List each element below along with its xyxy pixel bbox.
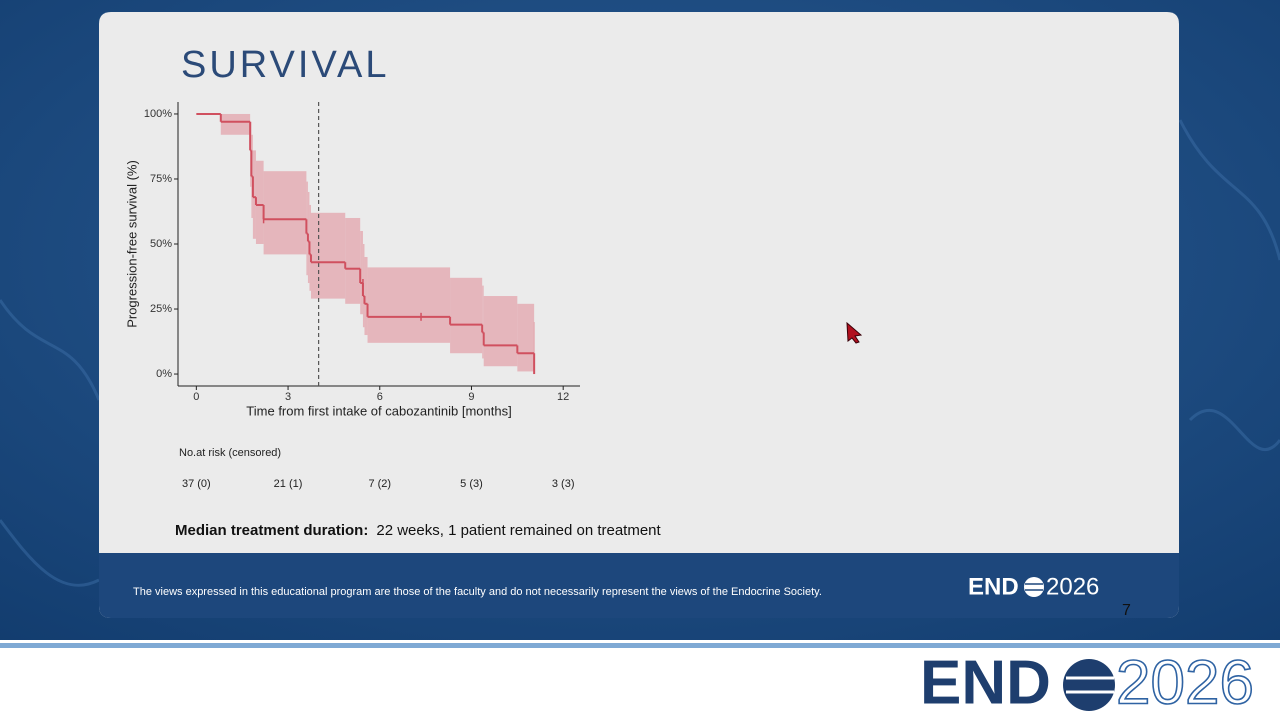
logo-right: 2026 xyxy=(1046,573,1099,600)
km-chart: 0% 25% 50% 75% 100% 0 37 (0) 3 21 (1) 6 7 (2) 9 5 (3… xyxy=(124,102,580,490)
bottom-logo-right: 2026 xyxy=(1116,648,1254,717)
divider xyxy=(0,643,1280,648)
ci-band xyxy=(255,160,264,244)
x-tick-label: 9 xyxy=(468,391,474,403)
bottom-logo-globe xyxy=(1063,659,1115,711)
disclaimer: The views expressed in this educational … xyxy=(133,586,822,598)
ci-band xyxy=(252,150,256,239)
logo-left: END xyxy=(968,573,1019,600)
ci-band xyxy=(310,212,346,299)
y-tick-label: 0% xyxy=(156,368,172,380)
ci-band xyxy=(345,217,361,304)
median-value: 22 weeks, 1 patient remained on treatmen… xyxy=(376,522,661,539)
bottom-logo: END 2026 xyxy=(920,648,1255,719)
slide-card xyxy=(99,12,1179,618)
logo-globe-lines xyxy=(1025,583,1043,591)
x-tick-label: 12 xyxy=(557,391,569,403)
y-tick-label: 25% xyxy=(150,303,172,315)
risk-entry: 3 (3) xyxy=(552,478,575,490)
x-tick-label: 3 xyxy=(285,391,291,403)
mouse-cursor xyxy=(846,321,863,344)
y-axis-title: Progression-free survival (%) xyxy=(124,160,139,328)
slide-footer xyxy=(99,553,1179,618)
y-tick-label: 100% xyxy=(144,108,172,120)
ci-band xyxy=(450,277,483,354)
logo-globe xyxy=(1024,577,1044,597)
background-pattern xyxy=(0,119,1280,587)
x-tick-label: 0 xyxy=(193,391,199,403)
ci-band xyxy=(483,296,518,367)
ci-band xyxy=(482,285,484,359)
x-tick-label: 6 xyxy=(377,391,383,403)
median-text: Median treatment duration: 22 weeks, 1 pa… xyxy=(175,522,662,539)
x-axis-title: Time from first intake of cabozantinib [… xyxy=(246,403,511,418)
ci-band xyxy=(367,267,451,343)
risk-table-title: No.at risk (censored) xyxy=(179,447,281,459)
y-tick-label: 75% xyxy=(150,173,172,185)
risk-entry: 5 (3) xyxy=(460,478,483,490)
ci-band xyxy=(220,113,251,135)
page-number: 7 xyxy=(1122,602,1131,619)
bottom-logo-globe-lines xyxy=(1066,676,1114,694)
bottom-logo-left: END xyxy=(920,648,1051,717)
ci-band xyxy=(263,171,307,255)
slide-title: SURVIVAL xyxy=(181,44,389,86)
risk-entry: 21 (1) xyxy=(274,478,303,490)
ci-band xyxy=(364,257,368,336)
ci-band xyxy=(360,230,363,315)
y-tick-label: 50% xyxy=(150,238,172,250)
ci-band xyxy=(517,303,535,372)
risk-entry: 37 (0) xyxy=(182,478,211,490)
footer-logo: END 2026 xyxy=(968,573,1099,600)
median-label: Median treatment duration: xyxy=(175,522,368,539)
risk-entry: 7 (2) xyxy=(368,478,391,490)
